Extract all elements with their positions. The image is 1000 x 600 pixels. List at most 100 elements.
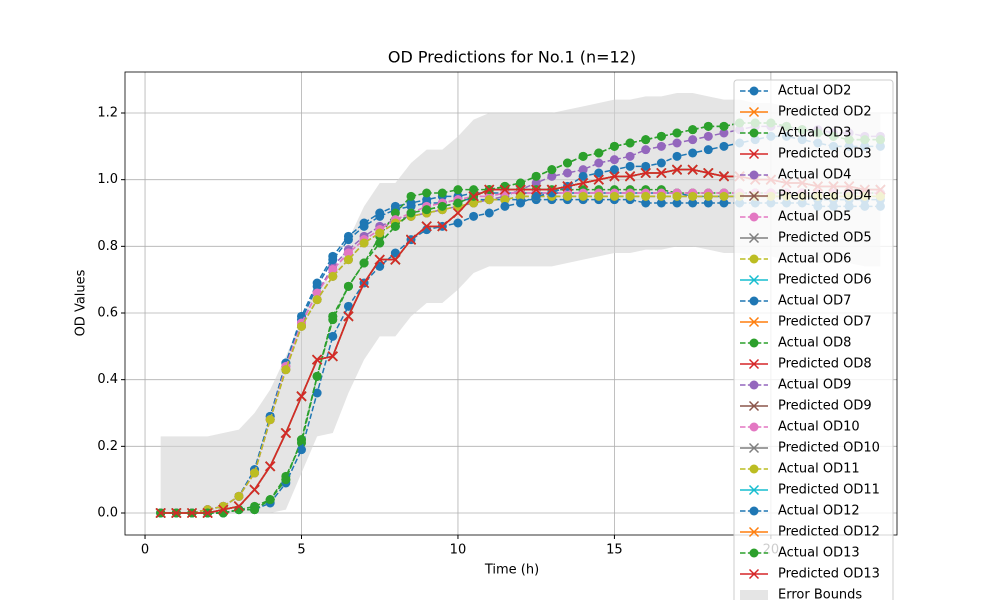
point-marker: [641, 191, 651, 201]
legend-marker: [749, 506, 759, 516]
legend-marker: [748, 484, 760, 496]
point-marker: [469, 211, 479, 221]
legend-marker: [749, 548, 759, 558]
point-marker: [703, 198, 713, 208]
point-marker: [562, 191, 572, 201]
legend-marker: [748, 442, 760, 454]
legend-label: Actual OD8: [778, 336, 851, 351]
point-marker: [625, 138, 635, 148]
point-marker: [531, 171, 541, 181]
point-marker: [656, 191, 666, 201]
point-marker: [469, 198, 479, 208]
legend-label: Predicted OD8: [778, 357, 872, 372]
y-tick-label: 0.0: [97, 506, 118, 521]
x-marker: [468, 191, 479, 202]
point-marker: [719, 121, 729, 131]
point-marker: [312, 281, 322, 291]
point-marker: [641, 135, 651, 145]
point-marker: [547, 188, 557, 198]
x-marker: [531, 184, 542, 195]
legend-marker: [749, 128, 759, 138]
x-marker: [186, 507, 197, 519]
legend-label: Actual OD9: [778, 378, 851, 393]
point-marker: [578, 171, 588, 181]
point-marker: [516, 198, 526, 208]
y-tick-label: 1.0: [97, 172, 118, 187]
x-marker: [687, 164, 698, 175]
legend-label: Actual OD13: [778, 546, 860, 561]
y-tick-label: 0.6: [97, 306, 118, 321]
x-axis-label: Time (h): [484, 563, 539, 578]
point-marker: [296, 445, 306, 455]
point-marker: [469, 185, 479, 195]
legend-label: Actual OD2: [778, 84, 851, 99]
x-marker: [405, 234, 417, 245]
legend-marker: [748, 190, 760, 202]
x-marker: [562, 181, 573, 192]
legend-marker: [749, 422, 759, 432]
point-marker: [296, 435, 306, 445]
point-marker: [594, 158, 604, 168]
y-tick-label: 1.2: [97, 106, 118, 121]
x-marker: [671, 164, 683, 175]
point-marker: [343, 301, 353, 311]
point-marker: [484, 195, 494, 205]
legend-marker: [749, 170, 759, 180]
point-marker: [343, 248, 353, 258]
legend-label: Predicted OD5: [778, 231, 872, 246]
x-marker: [437, 221, 448, 232]
legend-marker: [748, 106, 760, 118]
x-marker: [296, 391, 307, 402]
point-marker: [500, 201, 510, 211]
x-marker: [171, 507, 182, 519]
point-marker: [719, 191, 729, 201]
x-marker: [374, 254, 385, 265]
legend-frame: [733, 79, 894, 600]
legend-label: Predicted OD10: [778, 441, 880, 456]
x-marker: [515, 184, 526, 195]
point-marker: [672, 151, 682, 161]
point-marker: [312, 295, 322, 305]
point-marker: [328, 265, 338, 275]
x-marker: [155, 507, 166, 519]
point-marker: [688, 198, 698, 208]
legend-label: Predicted OD13: [778, 567, 880, 582]
error-band: [160, 93, 881, 513]
legend-marker: [748, 568, 760, 580]
point-marker: [343, 281, 353, 291]
legend-label: Actual OD10: [778, 420, 860, 435]
point-marker: [531, 191, 541, 201]
point-marker: [609, 191, 619, 201]
point-marker: [547, 165, 557, 175]
point-marker: [406, 191, 416, 201]
point-marker: [500, 188, 510, 198]
x-marker: [421, 221, 432, 232]
point-marker: [312, 371, 322, 381]
legend-marker: [748, 400, 760, 412]
legend-label: Predicted OD2: [778, 105, 872, 120]
point-marker: [703, 121, 713, 131]
y-tick-label: 0.8: [97, 239, 118, 254]
y-tick-label: 0.2: [97, 439, 118, 454]
point-marker: [609, 141, 619, 151]
legend-marker: [749, 212, 759, 222]
x-marker: [343, 311, 354, 322]
point-marker: [578, 165, 588, 175]
point-marker: [656, 131, 666, 141]
y-tick-label: 0.4: [97, 372, 118, 387]
x-marker: [312, 354, 323, 365]
point-marker: [719, 198, 729, 208]
point-marker: [625, 151, 635, 161]
point-marker: [719, 128, 729, 138]
legend-label: Predicted OD6: [778, 273, 872, 288]
point-marker: [390, 208, 400, 218]
legend-label: Predicted OD7: [778, 315, 872, 330]
x-marker: [265, 461, 276, 472]
point-marker: [688, 135, 698, 145]
x-marker: [218, 504, 229, 515]
legend-label: Predicted OD4: [778, 189, 872, 204]
point-marker: [453, 185, 463, 195]
x-marker: [484, 184, 495, 195]
